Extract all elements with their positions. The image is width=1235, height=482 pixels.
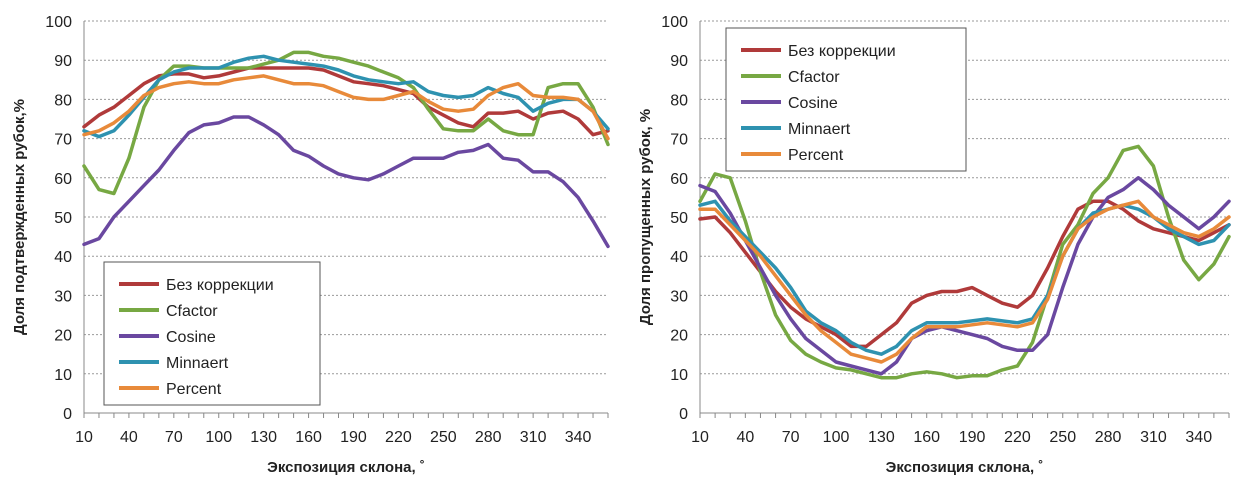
y-tick-label: 70: [54, 132, 72, 149]
legend-label: Minnaert: [166, 355, 229, 372]
x-tick-label: 160: [295, 429, 322, 446]
y-tick-label: 0: [679, 406, 688, 423]
x-tick-label: 310: [520, 429, 547, 446]
legend: Без коррекции Cfactor Cosine Minnaert Percen…: [103, 261, 321, 406]
x-tick-label: 40: [736, 429, 754, 446]
x-tick-label: 10: [691, 429, 709, 446]
series-line: [698, 176, 1231, 376]
legend-label: Cfactor: [166, 303, 218, 320]
x-tick-label: 130: [250, 429, 277, 446]
series-line: [698, 199, 1231, 349]
y-tick-label: 60: [54, 171, 72, 188]
x-tick-label: 70: [165, 429, 183, 446]
x-tick-label: 220: [385, 429, 412, 446]
x-axis-title: Экспозиция склона, ˚: [886, 459, 1044, 476]
y-axis-title: Доля подтвержденных рубок,%: [11, 99, 28, 335]
y-tick-label: 100: [45, 14, 72, 31]
y-tick-label: 90: [670, 53, 688, 70]
y-tick-label: 100: [661, 14, 688, 31]
x-tick-label: 130: [868, 429, 895, 446]
y-tick-label: 60: [670, 171, 688, 188]
x-tick-label: 190: [340, 429, 367, 446]
y-axis-title: Доля пропущенных рубок, %: [637, 109, 654, 325]
x-tick-label: 10: [75, 429, 93, 446]
legend-label: Без коррекции: [788, 43, 896, 60]
y-tick-label: 10: [54, 367, 72, 384]
y-tick-label: 70: [670, 132, 688, 149]
series-line: [698, 199, 1231, 356]
y-tick-label: 40: [670, 249, 688, 266]
y-tick-label: 40: [54, 249, 72, 266]
y-tick-label: 30: [670, 288, 688, 305]
series-line: [82, 54, 610, 139]
legend-label: Cfactor: [788, 69, 840, 86]
y-tick-label: 80: [54, 92, 72, 109]
x-tick-label: 40: [120, 429, 138, 446]
x-tick-label: 310: [1140, 429, 1167, 446]
y-tick-label: 50: [54, 210, 72, 227]
legend: Без коррекции Cfactor Cosine Minnaert Percen…: [725, 27, 967, 172]
y-tick-label: 20: [670, 328, 688, 345]
x-tick-label: 220: [1004, 429, 1031, 446]
legend-label: Minnaert: [788, 121, 851, 138]
legend-label: Percent: [788, 147, 844, 164]
x-tick-label: 250: [430, 429, 457, 446]
y-tick-label: 0: [63, 406, 72, 423]
legend-label: Cosine: [788, 95, 838, 112]
y-tick-label: 90: [54, 53, 72, 70]
x-tick-label: 280: [475, 429, 502, 446]
y-tick-label: 10: [670, 367, 688, 384]
y-tick-label: 80: [670, 92, 688, 109]
x-tick-label: 160: [913, 429, 940, 446]
x-tick-label: 190: [959, 429, 986, 446]
x-tick-label: 340: [1185, 429, 1212, 446]
y-tick-label: 50: [670, 210, 688, 227]
legend-label: Без коррекции: [166, 277, 274, 294]
x-tick-label: 100: [823, 429, 850, 446]
x-tick-label: 280: [1095, 429, 1122, 446]
series-line: [698, 144, 1231, 380]
series-line: [82, 74, 610, 141]
y-tick-label: 20: [54, 328, 72, 345]
legend-label: Cosine: [166, 329, 216, 346]
x-tick-label: 70: [782, 429, 800, 446]
x-axis-title: Экспозиция склона, ˚: [267, 459, 425, 476]
series-line: [82, 115, 610, 249]
x-tick-label: 340: [565, 429, 592, 446]
series-line: [82, 50, 610, 196]
y-tick-label: 30: [54, 288, 72, 305]
x-tick-label: 250: [1049, 429, 1076, 446]
series-line: [698, 199, 1231, 364]
legend-label: Percent: [166, 381, 222, 398]
x-tick-label: 100: [205, 429, 232, 446]
